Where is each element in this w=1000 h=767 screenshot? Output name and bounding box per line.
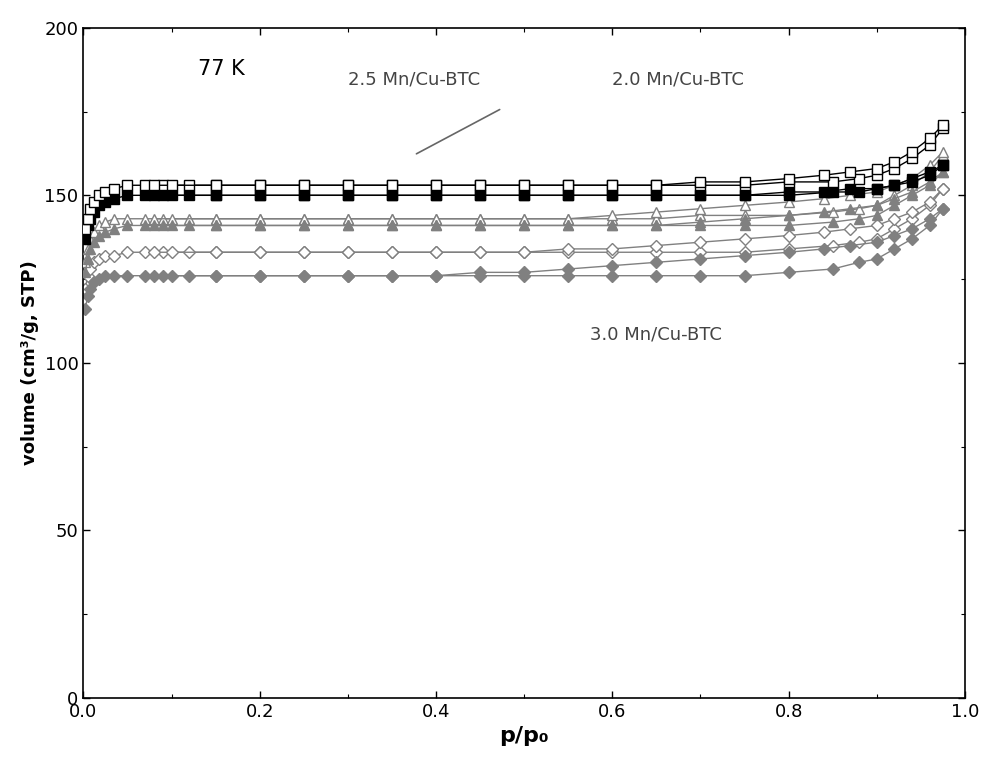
X-axis label: p/p₀: p/p₀	[499, 726, 549, 746]
Y-axis label: volume (cm³/g, STP): volume (cm³/g, STP)	[21, 261, 39, 465]
Text: 77 K: 77 K	[198, 59, 245, 79]
Text: 3.0 Mn/Cu-BTC: 3.0 Mn/Cu-BTC	[590, 325, 722, 344]
Text: 2.0 Mn/Cu-BTC: 2.0 Mn/Cu-BTC	[612, 71, 744, 89]
Text: 2.5 Mn/Cu-BTC: 2.5 Mn/Cu-BTC	[348, 71, 480, 89]
